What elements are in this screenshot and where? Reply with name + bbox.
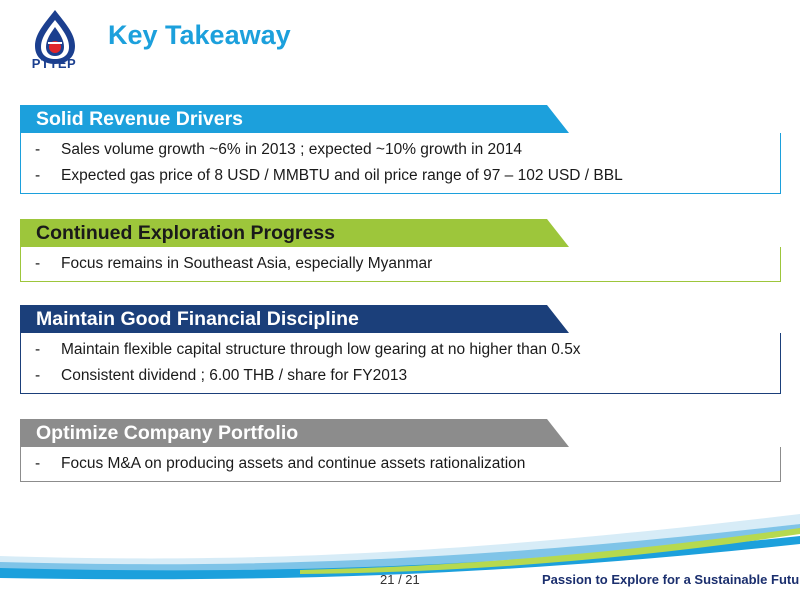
section-heading: Solid Revenue Drivers xyxy=(36,108,243,130)
pttep-logo xyxy=(35,10,75,64)
page-title: Key Takeaway xyxy=(108,20,291,50)
section-body: - Sales volume growth ~6% in 2013 ; expe… xyxy=(20,133,781,194)
bullet-text: Sales volume growth ~6% in 2013 ; expect… xyxy=(61,141,522,158)
list-item: - Expected gas price of 8 USD / MMBTU an… xyxy=(35,167,623,184)
logo-wordmark: PTTEP xyxy=(31,56,77,71)
bullet-text: Consistent dividend ; 6.00 THB / share f… xyxy=(61,367,408,384)
section-body: - Focus M&A on producing assets and cont… xyxy=(20,447,781,482)
section-header: Continued Exploration Progress xyxy=(20,219,781,247)
section-body: - Focus remains in Southeast Asia, espec… xyxy=(20,247,781,282)
section-body: - Maintain flexible capital structure th… xyxy=(20,333,781,394)
section-optimize-company-portfolio: Optimize Company Portfolio - Focus M&A o… xyxy=(20,419,781,482)
bullet-text: Expected gas price of 8 USD / MMBTU and … xyxy=(61,167,623,184)
list-item: - Sales volume growth ~6% in 2013 ; expe… xyxy=(35,141,522,158)
section-solid-revenue-drivers: Solid Revenue Drivers - Sales volume gro… xyxy=(20,105,781,194)
list-item: - Focus remains in Southeast Asia, espec… xyxy=(35,255,433,272)
section-heading: Maintain Good Financial Discipline xyxy=(36,308,359,330)
section-continued-exploration-progress: Continued Exploration Progress - Focus r… xyxy=(20,219,781,282)
bullet-text: Maintain flexible capital structure thro… xyxy=(61,341,581,358)
bullet-text: Focus M&A on producing assets and contin… xyxy=(61,455,526,472)
footer-swoosh-graphic xyxy=(0,514,800,580)
section-heading: Continued Exploration Progress xyxy=(36,222,336,244)
section-heading: Optimize Company Portfolio xyxy=(36,422,299,444)
list-item: - Focus M&A on producing assets and cont… xyxy=(35,455,526,472)
section-header: Maintain Good Financial Discipline xyxy=(20,305,781,333)
section-header: Solid Revenue Drivers xyxy=(20,105,781,133)
section-maintain-good-financial-discipline: Maintain Good Financial Discipline - Mai… xyxy=(20,305,781,394)
bullet-text: Focus remains in Southeast Asia, especia… xyxy=(61,255,433,272)
footer-tagline: Passion to Explore for a Sustainable Fut… xyxy=(542,572,800,587)
section-header: Optimize Company Portfolio xyxy=(20,419,781,447)
list-item: - Consistent dividend ; 6.00 THB / share… xyxy=(35,367,408,384)
page-number: 21 / 21 xyxy=(380,572,420,587)
list-item: - Maintain flexible capital structure th… xyxy=(35,341,581,358)
